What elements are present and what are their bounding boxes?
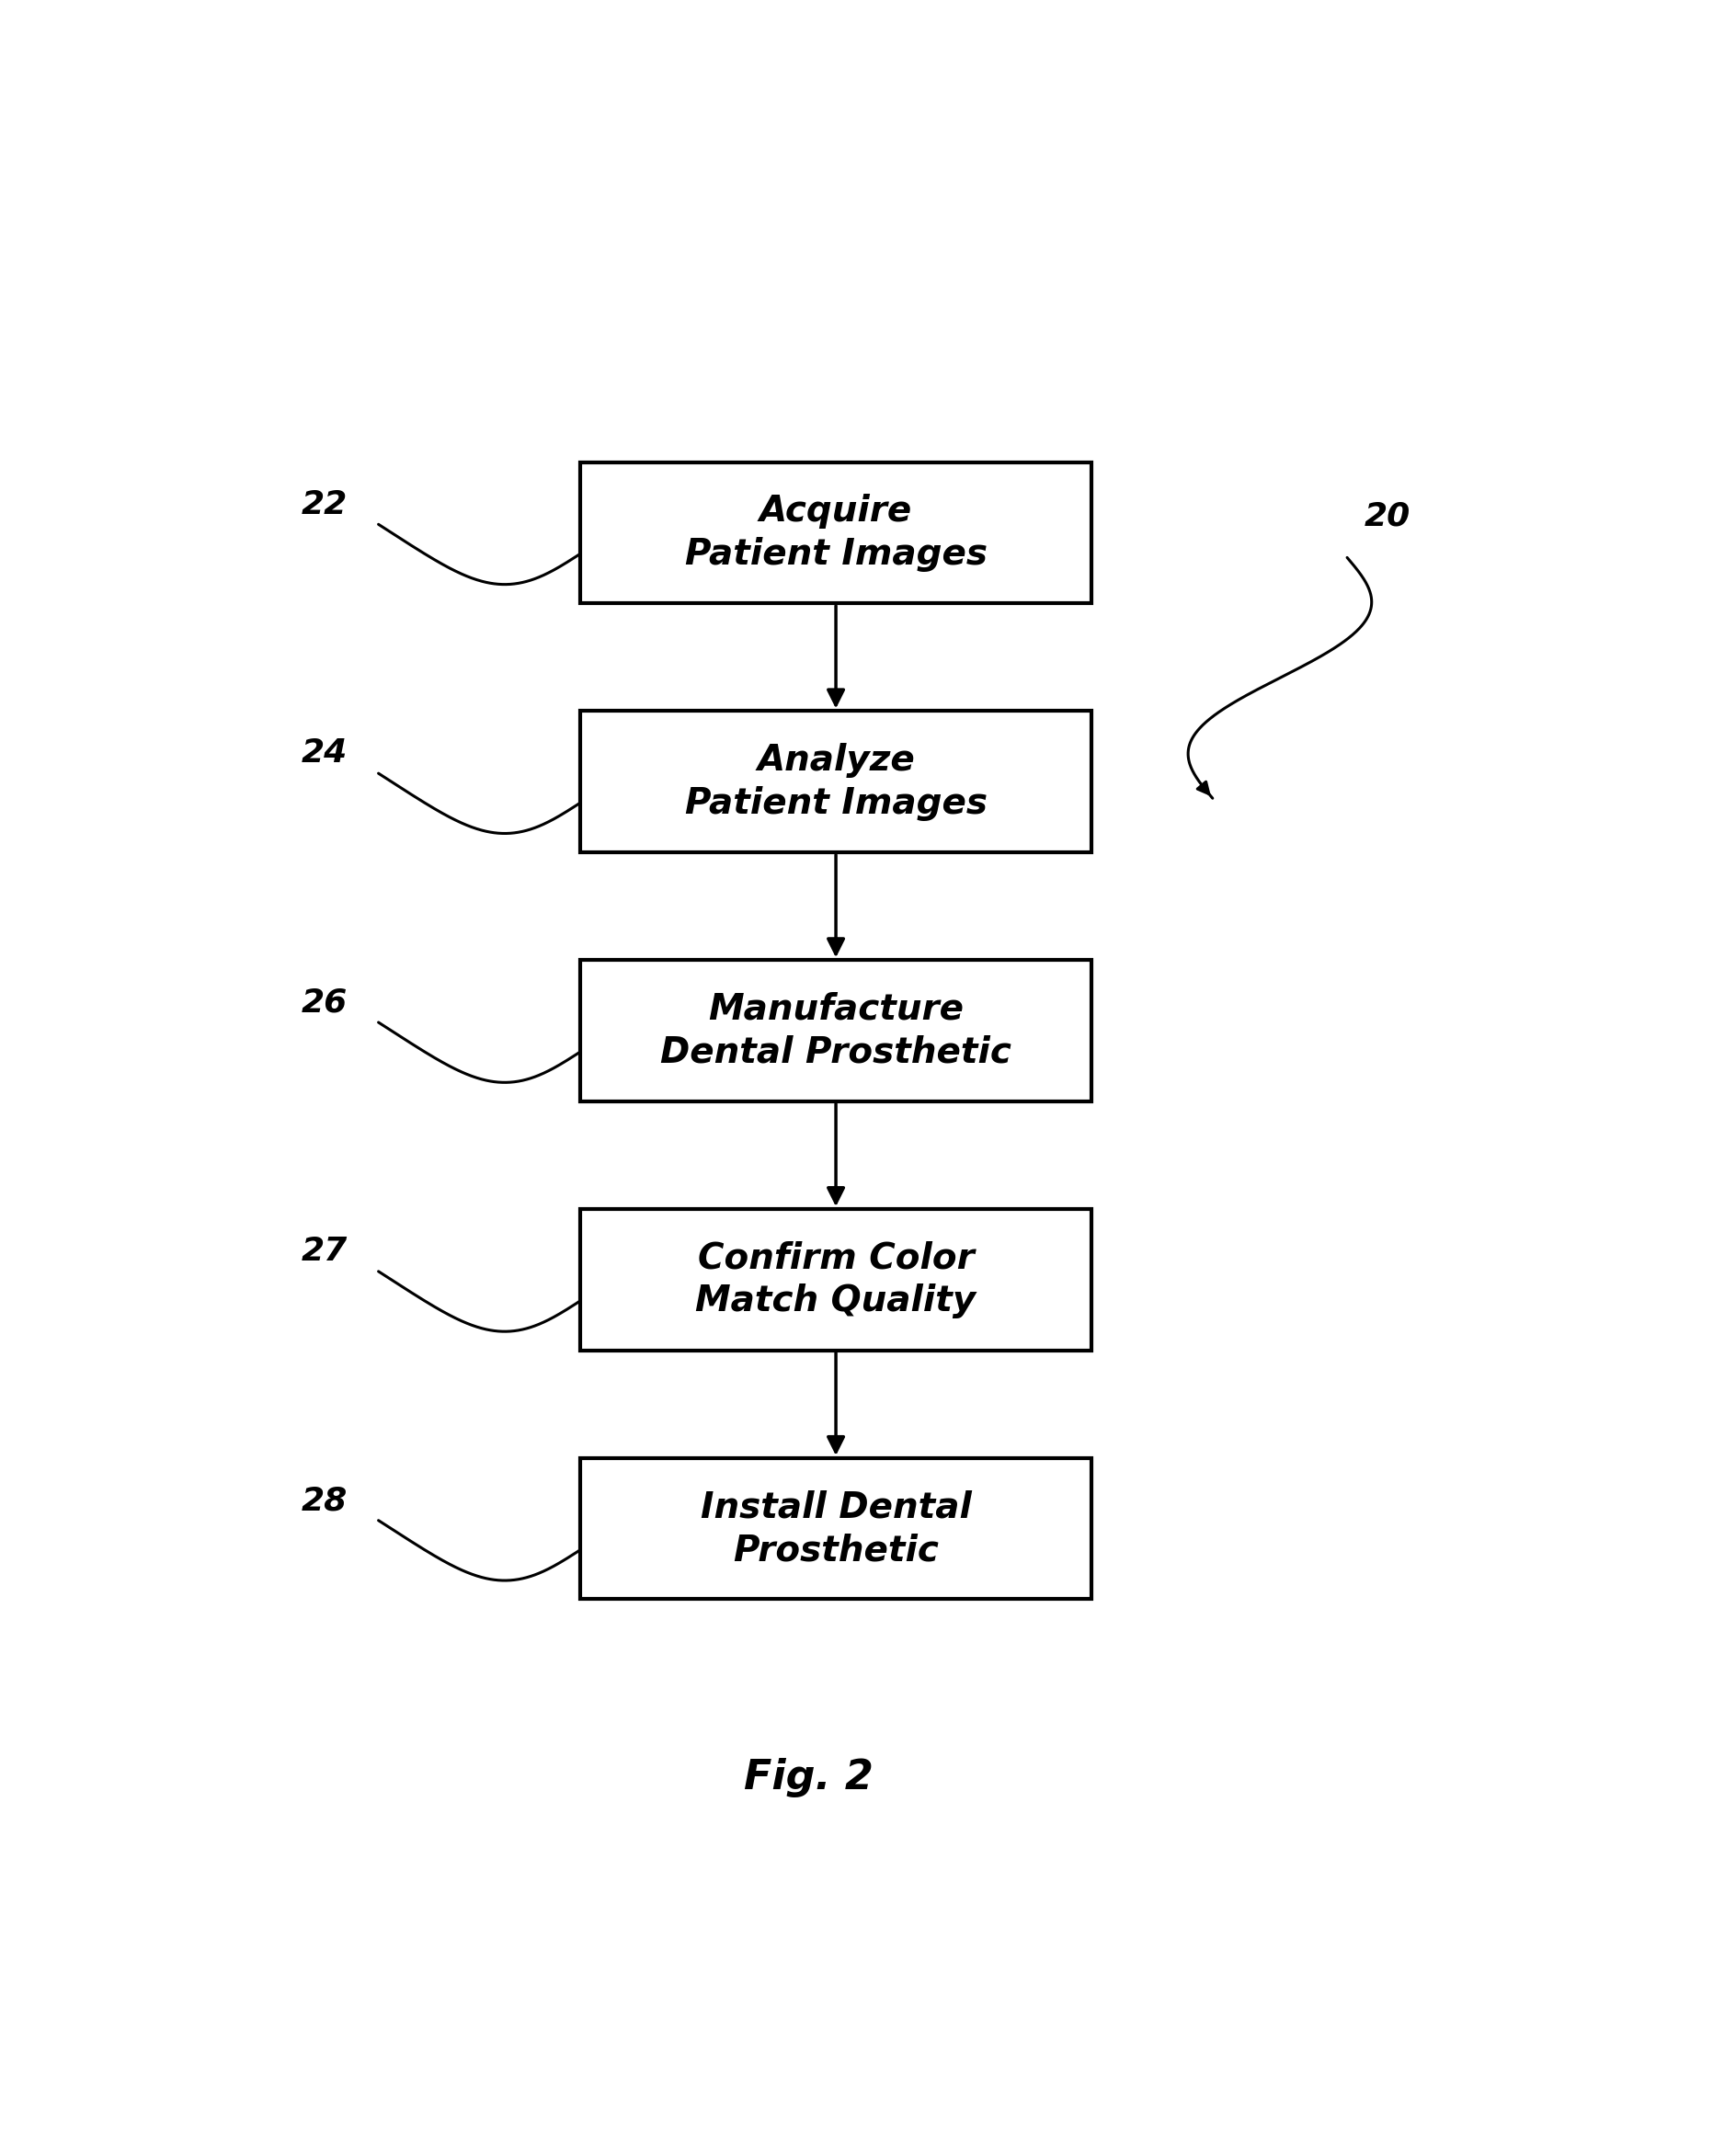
Text: Acquire
Patient Images: Acquire Patient Images <box>684 494 988 571</box>
Text: Analyze
Patient Images: Analyze Patient Images <box>684 742 988 821</box>
Text: 26: 26 <box>302 987 347 1018</box>
Text: Manufacture
Dental Prosthetic: Manufacture Dental Prosthetic <box>660 992 1012 1069</box>
Text: 28: 28 <box>302 1485 347 1516</box>
FancyBboxPatch shape <box>580 959 1092 1102</box>
FancyBboxPatch shape <box>580 711 1092 852</box>
Text: 27: 27 <box>302 1235 347 1268</box>
FancyBboxPatch shape <box>580 1457 1092 1600</box>
Text: 24: 24 <box>302 737 347 770</box>
Text: 20: 20 <box>1364 500 1411 533</box>
FancyBboxPatch shape <box>580 1210 1092 1350</box>
Text: 22: 22 <box>302 489 347 520</box>
FancyBboxPatch shape <box>580 461 1092 604</box>
Text: Install Dental
Prosthetic: Install Dental Prosthetic <box>700 1490 972 1567</box>
Text: Confirm Color
Match Quality: Confirm Color Match Quality <box>696 1240 976 1319</box>
Text: Fig. 2: Fig. 2 <box>745 1757 873 1798</box>
